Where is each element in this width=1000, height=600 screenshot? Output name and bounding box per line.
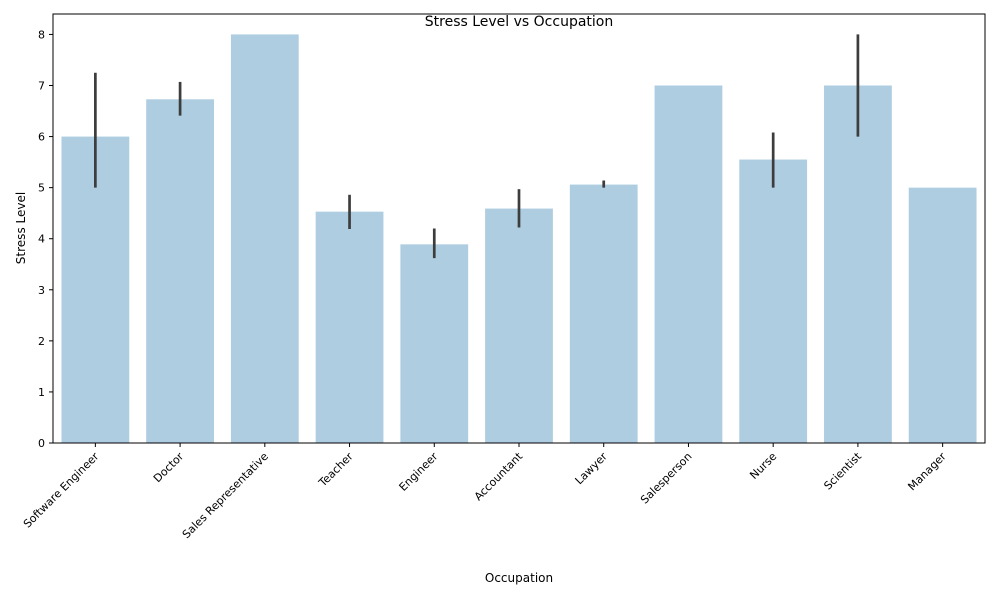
x-tick-label-accountant: Accountant bbox=[472, 449, 526, 503]
y-axis: 0 1 2 3 4 5 6 7 8 bbox=[38, 28, 53, 450]
bar-lawyer bbox=[569, 184, 638, 444]
y-axis-label: Stress Level bbox=[14, 192, 28, 264]
y-tick-label-0: 0 bbox=[38, 437, 45, 450]
bar-accountant bbox=[485, 208, 553, 443]
x-tick-label-software-engineer: Software Engineer bbox=[21, 450, 102, 531]
y-tick-label-6: 6 bbox=[38, 131, 45, 144]
error-bars-group bbox=[94, 34, 860, 259]
chart-title: Stress Level vs Occupation bbox=[425, 14, 613, 30]
y-tick-label-1: 1 bbox=[38, 386, 45, 399]
x-tick-label-manager: Manager bbox=[905, 450, 949, 494]
y-tick-label-3: 3 bbox=[38, 284, 45, 297]
x-axis-label: Occupation bbox=[485, 571, 553, 585]
bar-doctor bbox=[146, 99, 214, 444]
bar-engineer bbox=[400, 244, 469, 443]
x-tick-label-sales-representative: Sales Representative bbox=[180, 450, 271, 541]
y-tick-label-7: 7 bbox=[38, 80, 45, 93]
bar-manager bbox=[908, 187, 977, 443]
bar-teacher bbox=[315, 211, 384, 443]
bars-group bbox=[61, 34, 977, 444]
x-tick-label-lawyer: Lawyer bbox=[573, 450, 611, 488]
bar-sales-representative bbox=[230, 34, 299, 444]
y-tick-label-5: 5 bbox=[38, 182, 45, 195]
y-tick-label-4: 4 bbox=[38, 233, 45, 246]
x-tick-label-salesperson: Salesperson bbox=[638, 450, 695, 507]
x-tick-label-scientist: Scientist bbox=[821, 449, 864, 492]
y-tick-label-2: 2 bbox=[38, 335, 45, 348]
x-tick-label-nurse: Nurse bbox=[747, 450, 779, 482]
x-tick-label-engineer: Engineer bbox=[397, 450, 441, 494]
bar-scientist bbox=[824, 85, 892, 443]
x-tick-label-teacher: Teacher bbox=[316, 450, 356, 490]
bar-nurse bbox=[739, 159, 808, 443]
bar-salesperson bbox=[654, 85, 723, 443]
y-tick-label-8: 8 bbox=[38, 28, 45, 41]
x-tick-label-doctor: Doctor bbox=[151, 450, 187, 486]
